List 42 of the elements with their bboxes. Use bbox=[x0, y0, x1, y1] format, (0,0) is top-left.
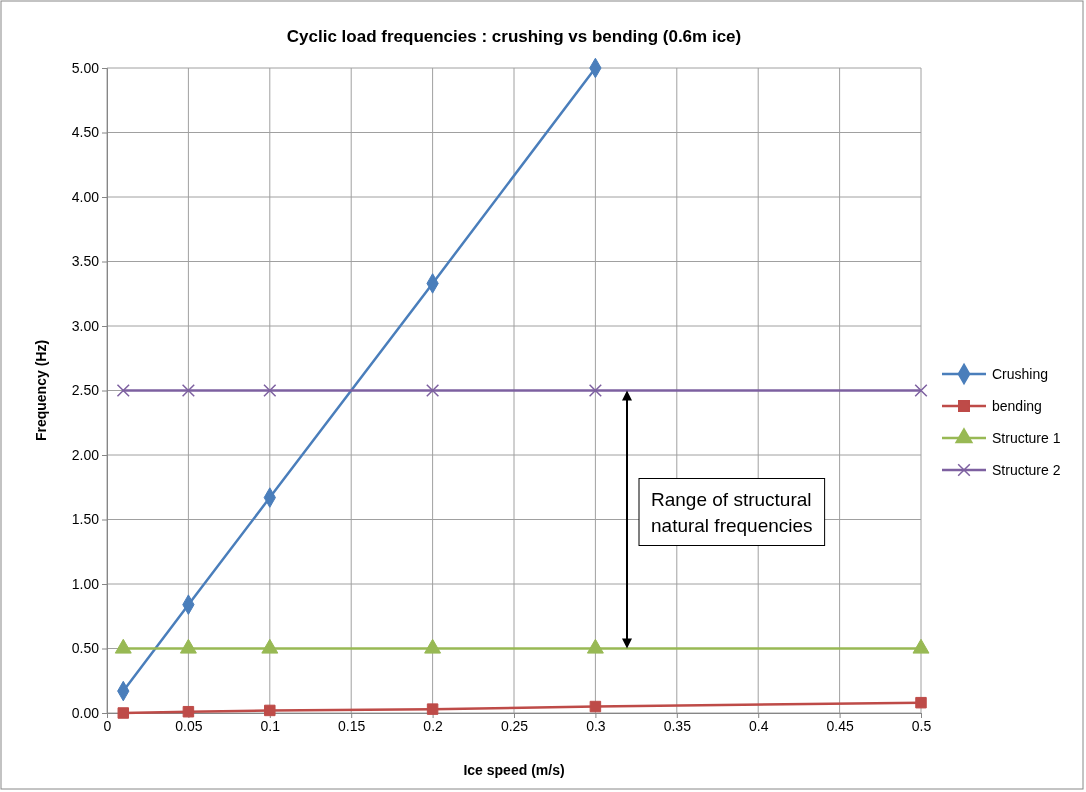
x-tick-label: 0.2 bbox=[423, 717, 444, 734]
x-tick-label: 0.15 bbox=[338, 717, 366, 734]
point bbox=[181, 383, 195, 398]
y-tick-label: 3.00 bbox=[71, 317, 100, 334]
y-tick-label: 5.00 bbox=[71, 59, 100, 76]
y-tick-label: 4.00 bbox=[71, 188, 100, 205]
y-tick-label: 1.50 bbox=[71, 511, 100, 528]
x-axis-title: Ice speed (m/s) bbox=[463, 762, 565, 778]
point bbox=[915, 696, 927, 709]
annotation: Range of structural natural frequencies bbox=[651, 488, 813, 536]
y-tick-label: 0.50 bbox=[71, 640, 100, 657]
point bbox=[589, 700, 602, 713]
x-tick-label: 0.05 bbox=[175, 717, 203, 734]
y-axis-title: Frequency (Hz) bbox=[33, 339, 49, 442]
x-tick-label: 0.45 bbox=[826, 717, 854, 734]
point bbox=[182, 705, 195, 718]
legend-label: Structure 1 bbox=[992, 430, 1061, 446]
point bbox=[117, 707, 130, 719]
point bbox=[116, 383, 130, 398]
point bbox=[426, 703, 439, 715]
x-tick-label: 0.25 bbox=[500, 717, 529, 734]
legend-label: Crushing bbox=[992, 366, 1049, 382]
point bbox=[263, 383, 277, 398]
legend-label: bending bbox=[992, 398, 1042, 414]
y-tick-label: 1.00 bbox=[71, 575, 100, 592]
x-tick-label: 0.35 bbox=[663, 717, 692, 734]
x-tick-label: 0.3 bbox=[586, 717, 606, 734]
point bbox=[588, 383, 602, 398]
x-tick-label: 0.1 bbox=[260, 717, 281, 734]
y-tick-label: 2.00 bbox=[71, 446, 100, 463]
point bbox=[264, 704, 276, 717]
x-tick-label: 0.4 bbox=[748, 717, 769, 734]
x-tick-label: 0.5 bbox=[911, 717, 932, 734]
y-tick-label: 3.50 bbox=[71, 253, 100, 270]
legend-label: Structure 2 bbox=[992, 462, 1061, 478]
y-tick-label: 4.50 bbox=[71, 124, 100, 141]
point bbox=[914, 383, 928, 398]
chart-title: Cyclic load frequencies : crushing vs bending (0.6m ice) bbox=[286, 27, 742, 46]
x-tick-label: 0 bbox=[103, 717, 112, 734]
y-tick-label: 2.50 bbox=[71, 382, 100, 399]
point bbox=[426, 383, 440, 398]
y-tick-label: 0.00 bbox=[71, 704, 100, 721]
